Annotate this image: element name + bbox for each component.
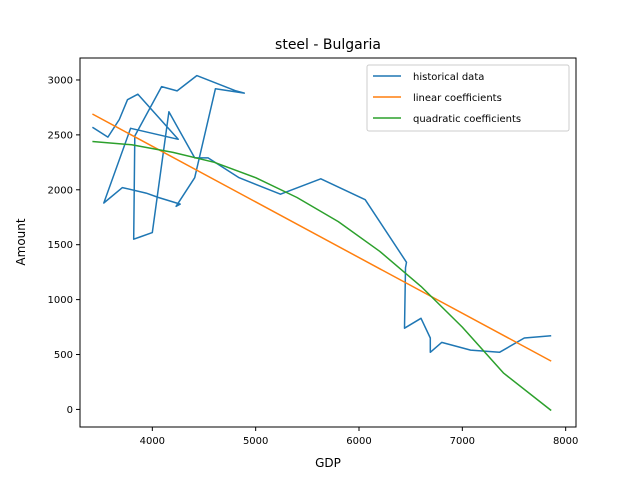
- y-axis: 0 500 1000 1500 2000 2500 3000: [48, 75, 80, 416]
- y-tick-label: 500: [54, 350, 73, 361]
- plot-area: [79, 57, 577, 428]
- x-tick-label: 5000: [243, 436, 268, 447]
- series-line-2: [92, 140, 552, 412]
- legend-box: [366, 64, 570, 132]
- series-layer: [91, 74, 552, 412]
- x-tick-label: 7000: [450, 436, 475, 447]
- series-line-1: [92, 113, 552, 362]
- legend-label-1: linear coefficients: [413, 93, 502, 104]
- plot-frame: [79, 57, 577, 428]
- x-axis: 4000 5000 6000 7000 8000: [140, 427, 578, 447]
- series-line-0: [91, 74, 552, 354]
- x-tick-label: 6000: [346, 436, 371, 447]
- y-tick-label: 0: [67, 405, 73, 416]
- x-tick-label: 8000: [553, 436, 578, 447]
- x-tick-label: 4000: [140, 436, 165, 447]
- x-axis-label: GDP: [315, 456, 341, 470]
- y-tick-label: 2000: [48, 185, 73, 196]
- y-tick-label: 1000: [48, 295, 73, 306]
- y-axis-label: Amount: [14, 218, 28, 265]
- legend-label-0: historical data: [413, 72, 484, 83]
- y-tick-label: 3000: [48, 75, 73, 86]
- y-tick-label: 2500: [48, 130, 73, 141]
- legend-label-2: quadratic coefficients: [413, 114, 521, 125]
- chart-title: steel - Bulgaria: [275, 37, 381, 53]
- y-tick-label: 1500: [48, 240, 73, 251]
- legend: historical data linear coefficients quadra…: [366, 64, 570, 132]
